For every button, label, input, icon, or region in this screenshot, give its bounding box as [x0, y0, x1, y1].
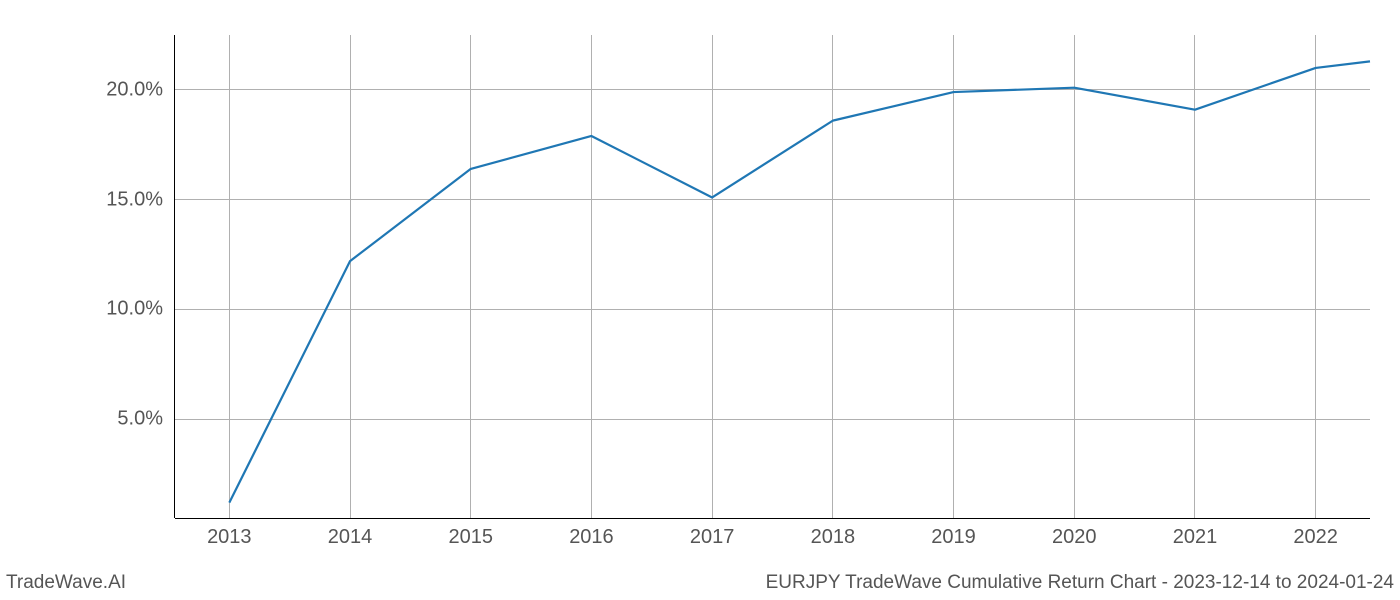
- chart-container: TradeWave.AI EURJPY TradeWave Cumulative…: [0, 0, 1400, 600]
- line-series-svg: [0, 0, 1400, 600]
- return-line: [229, 61, 1370, 502]
